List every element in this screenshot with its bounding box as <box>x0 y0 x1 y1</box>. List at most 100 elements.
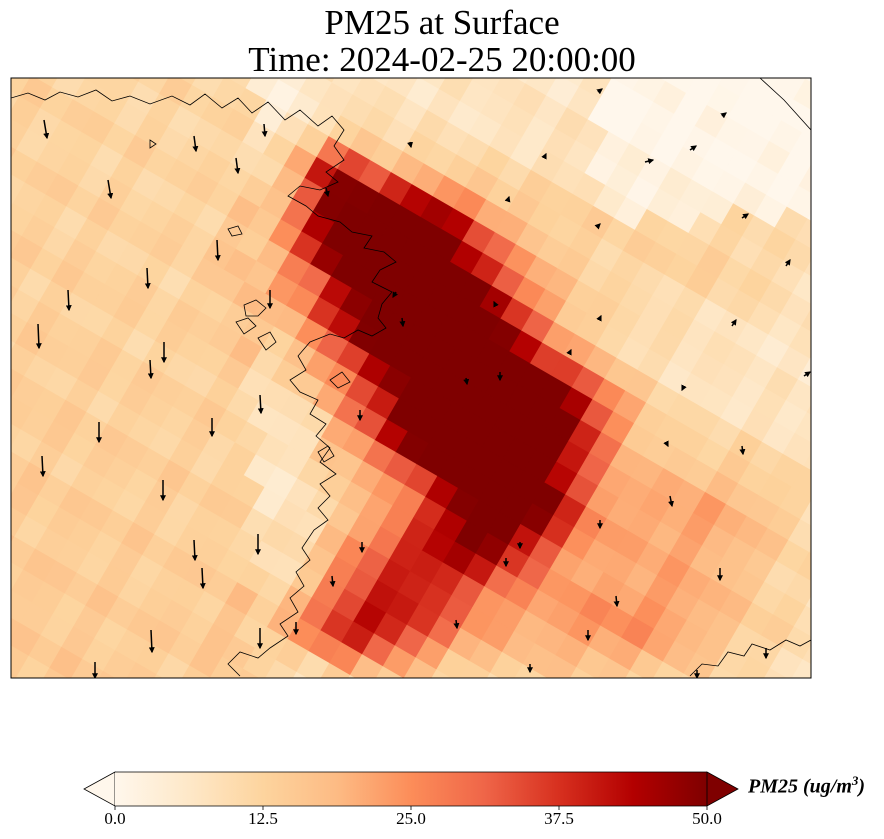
wind-arrow <box>644 158 655 165</box>
pm25-cell <box>809 356 811 360</box>
pm25-cell <box>392 679 425 712</box>
pm25-cell <box>150 41 183 74</box>
pm25-cell <box>798 164 811 194</box>
pm25-cell <box>237 668 260 678</box>
wind-arrow <box>504 195 511 203</box>
wind-arrow <box>35 323 42 350</box>
pm25-cell <box>796 551 811 582</box>
map-time: Time: 2024-02-25 20:00:00 <box>248 40 636 79</box>
wind-arrow <box>191 539 198 562</box>
pm25-cell <box>585 680 618 713</box>
pm25-cell <box>658 78 668 82</box>
pm25-cell <box>0 159 4 192</box>
pm25-cell <box>413 691 446 724</box>
pm25-cell <box>130 78 142 83</box>
coastline <box>317 445 335 463</box>
pm25-cell <box>569 667 596 678</box>
pm25-cell <box>359 687 392 720</box>
pm25-cell <box>808 548 811 554</box>
pm25-cell <box>799 500 811 527</box>
pm25-cell <box>204 44 237 77</box>
wind-arrow <box>329 575 336 588</box>
pm25-cell <box>814 91 847 124</box>
coastline <box>759 78 811 131</box>
pm25-cell <box>813 285 846 318</box>
pm25-cell <box>489 651 524 678</box>
pm25-cell <box>82 78 86 80</box>
map-frame <box>10 77 812 679</box>
pm25-cell <box>344 41 377 74</box>
pm25-cell <box>653 661 685 678</box>
wind-arrow <box>323 187 330 198</box>
pm25-cell <box>348 674 356 678</box>
pm25-cell <box>803 452 811 471</box>
pm25-cell <box>112 683 145 716</box>
pm25-cell <box>382 645 417 678</box>
pm25-cell <box>11 229 23 256</box>
pm25-cell <box>11 479 19 496</box>
pm25-cell <box>821 511 854 544</box>
pm25-cell <box>0 686 5 719</box>
map-area[interactable] <box>0 34 856 726</box>
wind-vectors <box>35 88 811 678</box>
pm25-cell <box>812 672 845 705</box>
wind-arrow <box>784 259 791 267</box>
pm25-cell <box>800 692 833 725</box>
pm25-cell <box>822 317 855 350</box>
pm25-cell <box>820 177 853 210</box>
wind-arrow <box>261 123 268 138</box>
coastline <box>227 225 243 237</box>
wind-arrow <box>463 377 470 386</box>
wind-arrow <box>596 314 602 322</box>
pm25-cell <box>824 651 857 684</box>
wind-arrow <box>803 371 811 378</box>
pm25-cell <box>794 412 811 443</box>
pm25-cell <box>98 670 116 678</box>
pm25-cell <box>182 665 211 678</box>
wind-arrow <box>192 135 199 153</box>
coastline <box>329 371 351 389</box>
pm25-cell <box>818 564 851 597</box>
pm25-cell <box>11 396 13 400</box>
pm25-cell <box>11 423 22 448</box>
pm25-cell <box>349 654 384 678</box>
wind-arrow <box>663 440 669 448</box>
wind-arrow <box>668 495 675 508</box>
pm25-cell <box>542 675 548 678</box>
wind-arrow <box>596 88 603 95</box>
pm25-cell <box>791 465 811 499</box>
pm25-cell <box>795 218 811 250</box>
pm25-cell <box>11 146 17 160</box>
pm25-cell <box>801 116 811 139</box>
pm25-cell <box>459 660 491 678</box>
colorbar-extend-high <box>706 771 739 807</box>
wind-arrow <box>144 267 151 290</box>
pm25-cell <box>639 683 672 716</box>
pm25-cell <box>11 43 44 76</box>
pm25-cell <box>606 692 639 725</box>
pm25-cell <box>16 655 50 678</box>
pm25-cell <box>625 670 644 678</box>
coastline <box>149 139 157 149</box>
pm25-cell <box>11 673 18 678</box>
pm25-cell <box>305 684 338 717</box>
colorbar-label: PM25 (ug/m3) <box>748 773 866 798</box>
wind-arrow <box>739 445 746 456</box>
pm25-cell <box>543 655 577 678</box>
pm25-cell <box>746 689 779 722</box>
pm25-cell <box>815 618 848 651</box>
pm25-cell <box>43 34 76 67</box>
pm25-cell <box>290 38 323 71</box>
pm25-cell <box>430 36 463 69</box>
pm25-cell <box>537 42 570 75</box>
wind-arrow <box>453 619 460 630</box>
pm25-cell <box>610 78 613 79</box>
pm25-cell <box>802 644 811 665</box>
pm25-cell <box>486 672 500 678</box>
pm25-cell <box>15 676 20 678</box>
colorbar-extend-low <box>83 771 116 807</box>
pm25-cell <box>810 164 811 166</box>
pm25-cell <box>156 653 190 678</box>
coastline <box>257 331 277 351</box>
pm25-cell <box>629 649 664 678</box>
